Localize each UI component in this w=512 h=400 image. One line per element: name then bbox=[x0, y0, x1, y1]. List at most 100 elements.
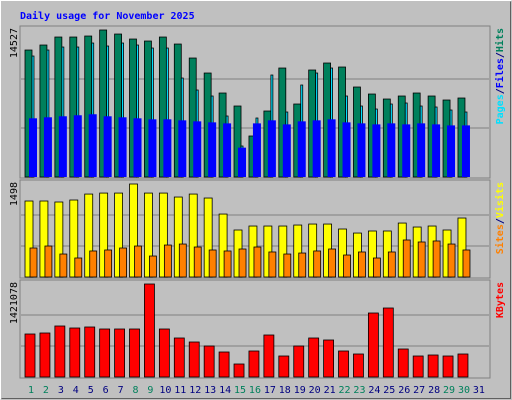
x-tick-label: 2 bbox=[43, 385, 49, 396]
bar bbox=[372, 257, 381, 278]
legend-entry: Visits bbox=[494, 182, 506, 218]
bar bbox=[39, 332, 51, 378]
x-tick-label: 29 bbox=[443, 385, 455, 396]
bar bbox=[24, 200, 34, 278]
bar bbox=[149, 255, 157, 278]
x-tick-label: 17 bbox=[264, 385, 276, 396]
bar bbox=[163, 244, 172, 278]
x-tick-label: 31 bbox=[473, 385, 485, 396]
bar bbox=[119, 247, 127, 278]
bar bbox=[447, 125, 456, 177]
bar bbox=[129, 183, 138, 278]
bar bbox=[208, 122, 217, 177]
x-tick-label: 7 bbox=[118, 385, 124, 396]
bar bbox=[427, 354, 439, 378]
bar bbox=[44, 245, 53, 278]
bar bbox=[89, 250, 98, 278]
bar bbox=[54, 325, 66, 378]
bar bbox=[457, 353, 469, 378]
bar bbox=[59, 253, 68, 278]
bar bbox=[367, 312, 379, 378]
x-tick-label: 4 bbox=[73, 385, 79, 396]
bar bbox=[323, 339, 335, 378]
y-tick-label: 1421078 bbox=[9, 282, 20, 324]
x-tick-label: 19 bbox=[294, 385, 306, 396]
legend-separator: / bbox=[495, 218, 506, 224]
bar bbox=[208, 249, 217, 278]
bar bbox=[84, 193, 94, 278]
bar bbox=[267, 120, 276, 177]
bar bbox=[54, 201, 64, 278]
bar bbox=[457, 217, 467, 278]
bar bbox=[252, 123, 261, 177]
x-tick-label: 25 bbox=[383, 385, 395, 396]
bar bbox=[447, 243, 456, 278]
bar bbox=[99, 328, 111, 378]
bar bbox=[103, 116, 112, 177]
bar bbox=[173, 196, 183, 278]
x-tick-label: 11 bbox=[174, 385, 186, 396]
bar bbox=[417, 241, 426, 278]
bar bbox=[387, 123, 396, 177]
bar bbox=[308, 337, 320, 378]
bar bbox=[163, 119, 172, 177]
bar bbox=[118, 117, 127, 177]
bar bbox=[84, 326, 96, 378]
legend-entry: Pages bbox=[495, 94, 506, 124]
x-tick-label: 12 bbox=[189, 385, 201, 396]
bar bbox=[203, 345, 215, 378]
bar bbox=[188, 193, 198, 278]
bar bbox=[203, 197, 213, 278]
bar bbox=[178, 243, 187, 278]
bar bbox=[188, 341, 200, 378]
bar bbox=[312, 120, 321, 177]
x-tick-label: 20 bbox=[309, 385, 321, 396]
legend-entry: Sites bbox=[494, 224, 506, 254]
bar bbox=[367, 230, 377, 278]
x-tick-label: 14 bbox=[219, 385, 231, 396]
bar bbox=[29, 118, 37, 177]
bar bbox=[144, 283, 155, 378]
y-tick-label: 1498 bbox=[9, 182, 20, 206]
bar bbox=[58, 116, 67, 177]
bar bbox=[223, 250, 232, 278]
bar bbox=[382, 307, 394, 378]
bar bbox=[372, 124, 381, 177]
bar bbox=[218, 213, 228, 278]
bar bbox=[263, 334, 275, 378]
bar bbox=[278, 225, 288, 278]
bar bbox=[24, 333, 36, 378]
bar bbox=[263, 225, 273, 278]
bar bbox=[39, 200, 49, 278]
bar bbox=[238, 248, 247, 278]
x-tick-label: 21 bbox=[324, 385, 336, 396]
bar bbox=[328, 248, 337, 278]
x-tick-label: 13 bbox=[204, 385, 216, 396]
bar bbox=[248, 350, 260, 378]
legend-separator: / bbox=[495, 52, 506, 58]
legend: KBytes bbox=[495, 282, 506, 318]
bar bbox=[343, 254, 351, 278]
bar bbox=[432, 124, 441, 177]
x-tick-label: 10 bbox=[159, 385, 171, 396]
bar bbox=[338, 228, 347, 278]
bar bbox=[74, 257, 83, 278]
bar bbox=[282, 124, 291, 177]
x-tick-label: 3 bbox=[58, 385, 64, 396]
x-tick-label: 15 bbox=[234, 385, 246, 396]
bar bbox=[327, 119, 336, 177]
bar bbox=[253, 246, 262, 278]
legend: Sites/Visits bbox=[494, 182, 506, 254]
bar bbox=[114, 192, 123, 278]
x-tick-label: 26 bbox=[398, 385, 410, 396]
bar bbox=[283, 253, 292, 278]
bar bbox=[402, 124, 411, 177]
bar bbox=[402, 239, 411, 278]
bar bbox=[461, 125, 470, 177]
bar bbox=[338, 350, 349, 378]
chart-title: Daily usage for November 2025 bbox=[20, 10, 195, 22]
bar bbox=[223, 123, 232, 177]
legend-entry: Files bbox=[494, 58, 506, 88]
bar bbox=[278, 355, 290, 378]
